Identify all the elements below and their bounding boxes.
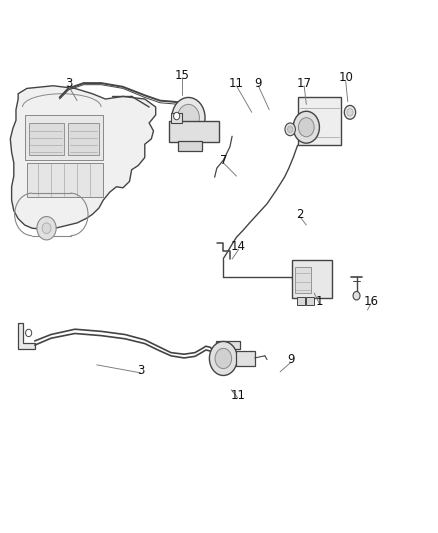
Bar bbox=[169, 122, 219, 142]
Text: 11: 11 bbox=[230, 389, 245, 402]
Text: 7: 7 bbox=[219, 154, 227, 167]
Text: 9: 9 bbox=[254, 77, 262, 90]
Circle shape bbox=[344, 106, 356, 119]
Bar bbox=[68, 123, 99, 155]
Circle shape bbox=[25, 329, 32, 337]
Bar bbox=[177, 141, 201, 151]
Bar bbox=[294, 266, 311, 293]
Text: 15: 15 bbox=[174, 69, 189, 82]
Bar bbox=[25, 115, 103, 160]
Polygon shape bbox=[11, 86, 155, 229]
Circle shape bbox=[298, 118, 314, 137]
Bar bbox=[306, 297, 314, 305]
Bar bbox=[292, 260, 332, 298]
Bar bbox=[27, 163, 103, 197]
Circle shape bbox=[172, 98, 205, 138]
Polygon shape bbox=[18, 324, 35, 349]
Circle shape bbox=[347, 109, 353, 116]
Circle shape bbox=[353, 292, 360, 300]
Text: 11: 11 bbox=[229, 77, 244, 90]
Bar bbox=[215, 341, 240, 349]
Text: 10: 10 bbox=[338, 71, 353, 84]
Circle shape bbox=[173, 112, 180, 120]
Text: 16: 16 bbox=[364, 295, 378, 308]
Bar bbox=[297, 98, 341, 146]
Text: 3: 3 bbox=[65, 77, 72, 90]
Circle shape bbox=[293, 111, 319, 143]
Text: 1: 1 bbox=[316, 295, 323, 308]
Circle shape bbox=[209, 342, 237, 375]
Text: 9: 9 bbox=[287, 353, 295, 366]
Circle shape bbox=[42, 223, 51, 233]
Text: 3: 3 bbox=[137, 364, 144, 377]
Circle shape bbox=[215, 349, 232, 368]
Bar bbox=[171, 114, 182, 123]
Circle shape bbox=[177, 104, 199, 131]
Bar bbox=[29, 123, 64, 155]
Text: 14: 14 bbox=[231, 240, 246, 253]
Circle shape bbox=[285, 123, 295, 136]
Text: 2: 2 bbox=[296, 208, 304, 221]
Text: 17: 17 bbox=[297, 77, 312, 90]
Bar bbox=[297, 297, 304, 305]
Circle shape bbox=[37, 216, 56, 240]
Circle shape bbox=[288, 126, 293, 133]
Bar bbox=[237, 351, 255, 366]
